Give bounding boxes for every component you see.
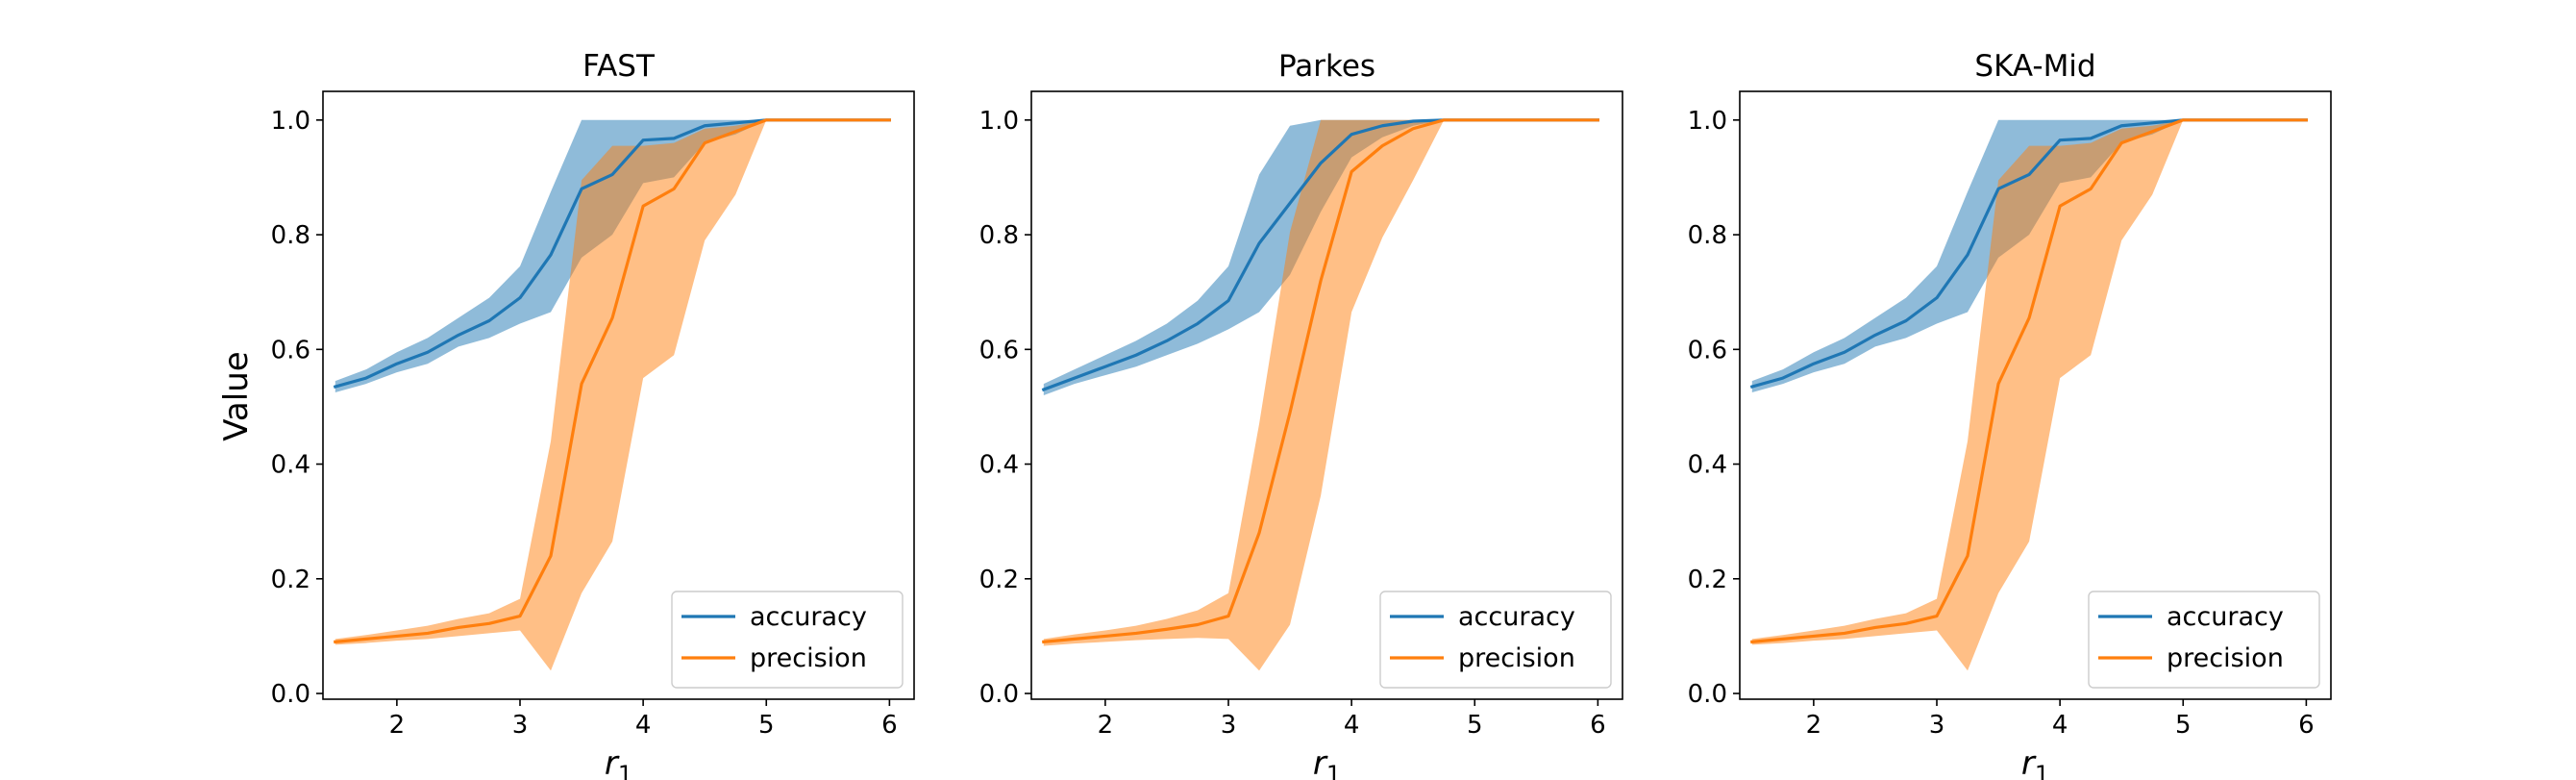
- y-tick-label: 0.6: [1688, 336, 1727, 365]
- y-tick-label: 1.0: [271, 107, 310, 136]
- x-tick-label: 4: [635, 711, 652, 740]
- legend: accuracy precision: [2088, 591, 2320, 689]
- x-tick-label: 6: [881, 711, 898, 740]
- y-axis-label: Value: [217, 351, 256, 440]
- legend-label-precision: precision: [1458, 643, 1575, 673]
- x-axis-label: r1: [1313, 744, 1341, 780]
- x-tick-label: 2: [1098, 711, 1114, 740]
- x-axis-label-main: r: [2021, 744, 2037, 780]
- accuracy-band: [1043, 119, 1598, 395]
- precision-band: [334, 119, 890, 671]
- axes-frame: [1030, 90, 1623, 700]
- x-axis-label-main: r: [605, 744, 620, 780]
- plot-area: [333, 118, 891, 671]
- y-tick-label: 0.2: [271, 566, 310, 594]
- y-tick-label: 0.2: [1688, 566, 1727, 594]
- subplot-2: Parkes 2 3 4 5 6 0.0 0.2 0.4 0.6 0.8 1.0 r1 accuracy p…: [979, 49, 1623, 780]
- y-tick-label: 0.0: [271, 680, 310, 709]
- subplot-1: FAST 2 3 4 5 6 0.0 0.2 0.4 0.6 0.8 1.0 r1 accuracy pre…: [271, 49, 915, 780]
- x-tick-label: 3: [1221, 711, 1237, 740]
- x-tick-label: 6: [1590, 711, 1606, 740]
- x-axis-label-subscript: 1: [1326, 761, 1341, 780]
- subplot-title: Parkes: [1278, 49, 1375, 84]
- axes-frame: [322, 90, 915, 700]
- x-axis-label-subscript: 1: [618, 761, 632, 780]
- precision-band: [1043, 119, 1598, 671]
- legend: accuracy precision: [1379, 591, 1612, 689]
- subplot-title: FAST: [582, 49, 656, 84]
- x-tick-label: 4: [2052, 711, 2068, 740]
- legend-label-accuracy: accuracy: [750, 602, 867, 632]
- y-tick-label: 0.8: [1688, 221, 1727, 250]
- legend-label-precision: precision: [750, 643, 867, 673]
- y-tick-label: 0.0: [1688, 680, 1727, 709]
- legend-label-accuracy: accuracy: [2167, 602, 2284, 632]
- x-tick-label: 2: [389, 711, 406, 740]
- legend-label-accuracy: accuracy: [1458, 602, 1575, 632]
- legend: accuracy precision: [671, 591, 904, 689]
- y-tick-label: 0.4: [271, 451, 310, 480]
- x-tick-label: 6: [2298, 711, 2315, 740]
- x-tick-label: 5: [1467, 711, 1483, 740]
- precision-line: [1042, 118, 1599, 644]
- legend-label-precision: precision: [2167, 643, 2284, 673]
- y-tick-label: 0.8: [271, 221, 310, 250]
- x-tick-label: 3: [512, 711, 529, 740]
- y-tick-label: 1.0: [979, 107, 1019, 136]
- plot-area: [1749, 118, 2308, 671]
- y-tick-label: 0.6: [979, 336, 1019, 365]
- x-tick-label: 5: [2175, 711, 2192, 740]
- x-axis-label: r1: [2021, 744, 2049, 780]
- subplot-3: SKA-Mid 2 3 4 5 6 0.0 0.2 0.4 0.6 0.8 1.0 r1 accuracy…: [1688, 49, 2332, 780]
- x-axis-label-subscript: 1: [2035, 761, 2049, 780]
- x-tick-label: 4: [1344, 711, 1360, 740]
- y-tick-label: 0.4: [979, 451, 1019, 480]
- y-tick-label: 0.8: [979, 221, 1019, 250]
- x-axis-label-main: r: [1313, 744, 1328, 780]
- accuracy-band: [1751, 119, 2307, 393]
- plot-area: [1041, 118, 1599, 671]
- precision-line: [334, 118, 891, 644]
- x-tick-label: 3: [1929, 711, 1945, 740]
- y-tick-label: 0.2: [979, 566, 1019, 594]
- y-tick-label: 0.6: [271, 336, 310, 365]
- y-tick-label: 0.0: [979, 680, 1019, 709]
- precision-line: [1750, 118, 2308, 644]
- x-tick-label: 2: [1806, 711, 1822, 740]
- x-tick-label: 5: [758, 711, 775, 740]
- accuracy-band: [334, 119, 890, 393]
- axes-frame: [1739, 90, 2332, 700]
- y-tick-label: 1.0: [1688, 107, 1727, 136]
- x-axis-label: r1: [605, 744, 632, 780]
- y-tick-label: 0.4: [1688, 451, 1727, 480]
- precision-band: [1751, 119, 2307, 671]
- subplot-title: SKA-Mid: [1974, 49, 2095, 84]
